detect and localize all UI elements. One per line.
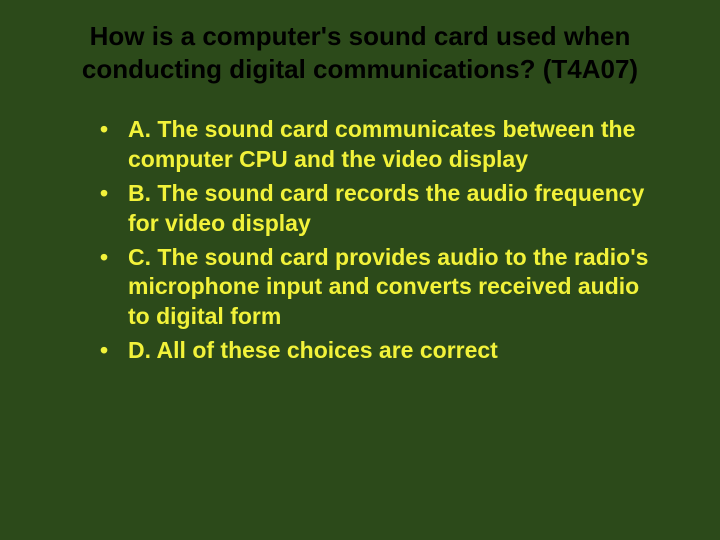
question-title: How is a computer's sound card used when…	[60, 20, 660, 85]
answer-options-list: A. The sound card communicates between t…	[40, 115, 680, 366]
answer-option-d: D. All of these choices are correct	[100, 336, 650, 366]
answer-option-a: A. The sound card communicates between t…	[100, 115, 650, 175]
answer-option-b: B. The sound card records the audio freq…	[100, 179, 650, 239]
slide-container: How is a computer's sound card used when…	[0, 0, 720, 540]
answer-option-c: C. The sound card provides audio to the …	[100, 243, 650, 333]
